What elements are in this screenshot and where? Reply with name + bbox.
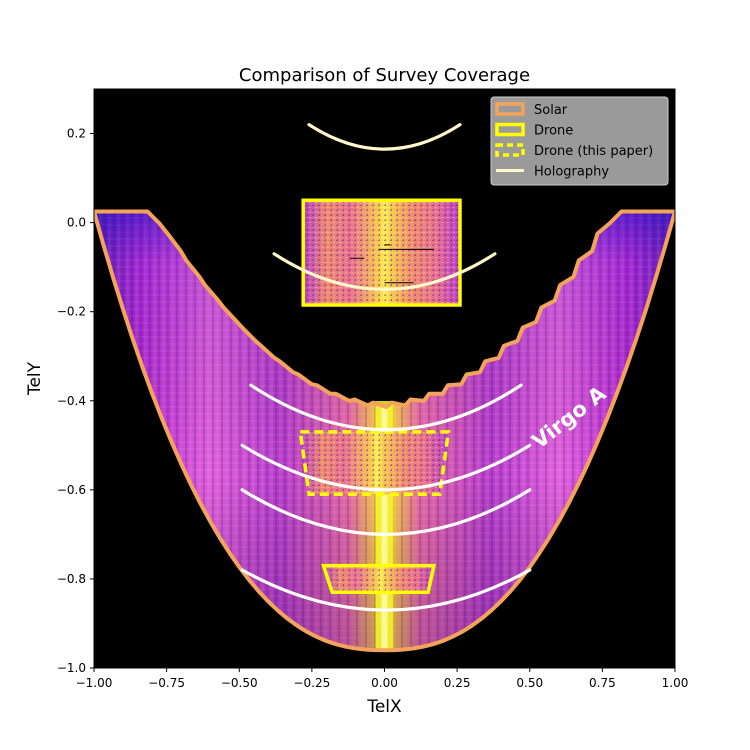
x-tick-label: 0.50 [516,676,543,690]
drone-region-lower-outline [321,563,437,595]
holography-arc-3 [249,383,523,432]
holography-arc-6 [240,568,532,612]
y-tick-label: −1.0 [57,661,86,675]
holography-arc-1 [307,123,462,151]
y-tick-label: 0.2 [67,127,86,141]
chart-title: Comparison of Survey Coverage [239,65,530,86]
drone-this-paper-region-outline [298,430,451,497]
y-tick-label: 0.0 [67,216,86,230]
legend-label: Drone (this paper) [534,144,653,159]
legend-swatch-drone [495,122,525,137]
x-axis-label: TelX [366,697,402,717]
legend-swatch-solar [495,102,525,116]
y-axis-label: TelY [25,361,45,396]
solar-central-core [381,406,388,649]
drone-this-paper-region-lines [300,431,449,495]
y-tick-label: −0.8 [57,572,86,586]
legend: Solar Drone Drone (this paper) Holography [490,96,669,186]
y-tick-label: −0.4 [57,394,86,408]
legend-swatch-drone-this-paper [495,143,525,157]
x-tick-label: 0.75 [589,676,616,690]
x-tick-label: −0.25 [293,676,330,690]
x-tick-label: −0.50 [221,676,258,690]
legend-label: Solar [534,103,568,118]
y-tick-label: −0.6 [57,483,86,497]
x-tick-label: −0.75 [148,676,185,690]
holography-arc-2 [272,252,497,292]
drone-region-lower-lines [323,565,434,593]
x-tick-label: 1.00 [662,676,689,690]
y-tick-label: −0.2 [57,305,86,319]
legend-label: Holography [534,165,609,180]
holography-arc-4 [240,443,532,492]
drone-region-upper-lines [303,200,460,305]
holography-arc-5 [240,488,532,536]
solar-boundary [94,209,675,653]
legend-label: Drone [534,124,573,139]
legend-box [490,96,669,186]
x-tick-label: −1.00 [76,676,113,690]
x-tick-label: 0.00 [371,676,398,690]
x-tick-label: 0.25 [444,676,471,690]
